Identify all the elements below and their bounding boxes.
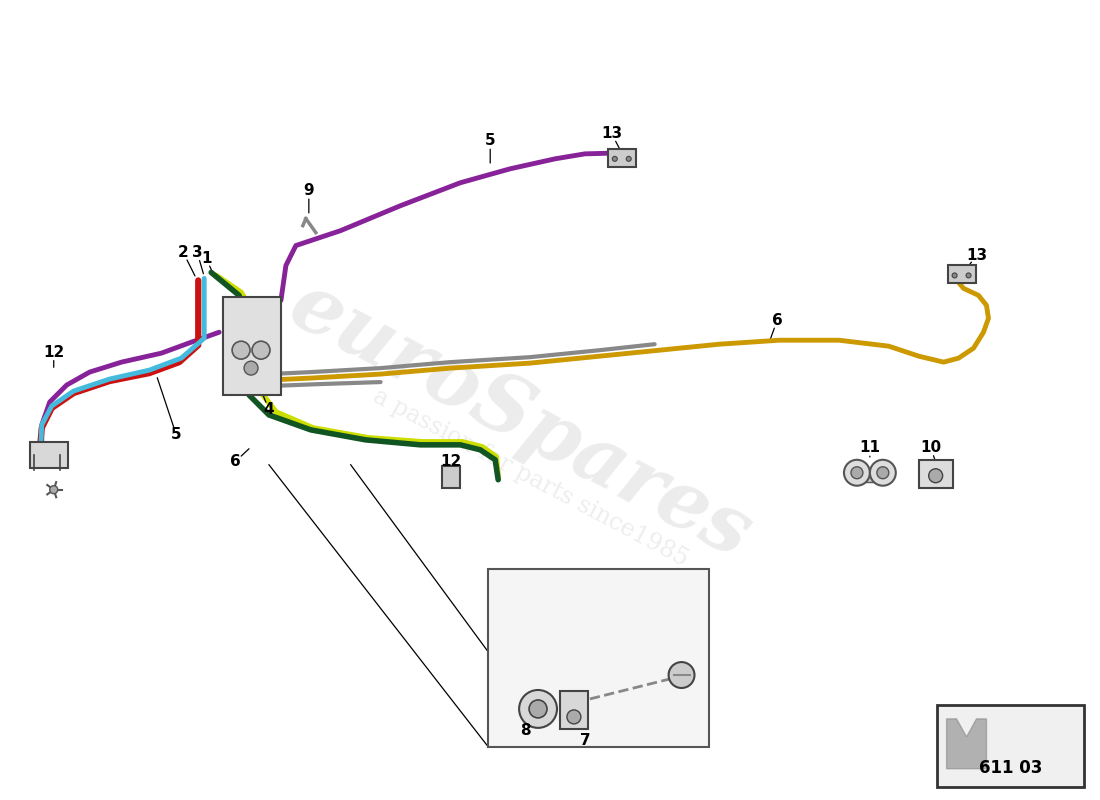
Bar: [937, 705, 1085, 786]
Bar: [857, 477, 883, 482]
Polygon shape: [947, 719, 987, 769]
Circle shape: [566, 710, 581, 724]
Bar: [947, 266, 976, 283]
Circle shape: [870, 460, 895, 486]
Text: 13: 13: [966, 248, 987, 263]
Text: 3: 3: [191, 245, 202, 260]
Text: 4: 4: [264, 402, 274, 418]
Circle shape: [669, 662, 694, 688]
Text: 1: 1: [201, 251, 211, 266]
Text: 13: 13: [602, 126, 623, 142]
Text: 7: 7: [580, 734, 591, 748]
Circle shape: [613, 156, 617, 162]
Bar: [488, 570, 710, 746]
Text: 9: 9: [304, 183, 315, 198]
Circle shape: [844, 460, 870, 486]
Text: 11: 11: [859, 440, 880, 455]
Bar: [560, 691, 587, 729]
Text: 611 03: 611 03: [979, 758, 1042, 777]
Bar: [442, 466, 460, 488]
Bar: [918, 460, 953, 488]
Text: euroSpares: euroSpares: [276, 266, 764, 574]
Text: 5: 5: [485, 134, 495, 149]
Circle shape: [953, 273, 957, 278]
Text: 6: 6: [772, 313, 782, 328]
Text: 2: 2: [178, 245, 189, 260]
Circle shape: [928, 469, 943, 482]
Circle shape: [529, 700, 547, 718]
Circle shape: [244, 361, 258, 375]
Text: 12: 12: [441, 454, 462, 470]
Circle shape: [50, 486, 57, 494]
Text: 6: 6: [230, 454, 241, 470]
Circle shape: [519, 690, 557, 728]
Circle shape: [851, 466, 862, 478]
Text: 12: 12: [43, 345, 65, 360]
Circle shape: [232, 342, 250, 359]
Bar: [608, 149, 636, 167]
Circle shape: [877, 466, 889, 478]
Circle shape: [966, 273, 971, 278]
Text: a passion for parts since1985: a passion for parts since1985: [368, 385, 692, 571]
Circle shape: [626, 156, 631, 162]
Text: 8: 8: [520, 723, 530, 738]
Text: 10: 10: [920, 440, 942, 455]
Bar: [223, 298, 280, 395]
Bar: [30, 442, 68, 468]
Text: 5: 5: [170, 427, 182, 442]
Circle shape: [252, 342, 270, 359]
